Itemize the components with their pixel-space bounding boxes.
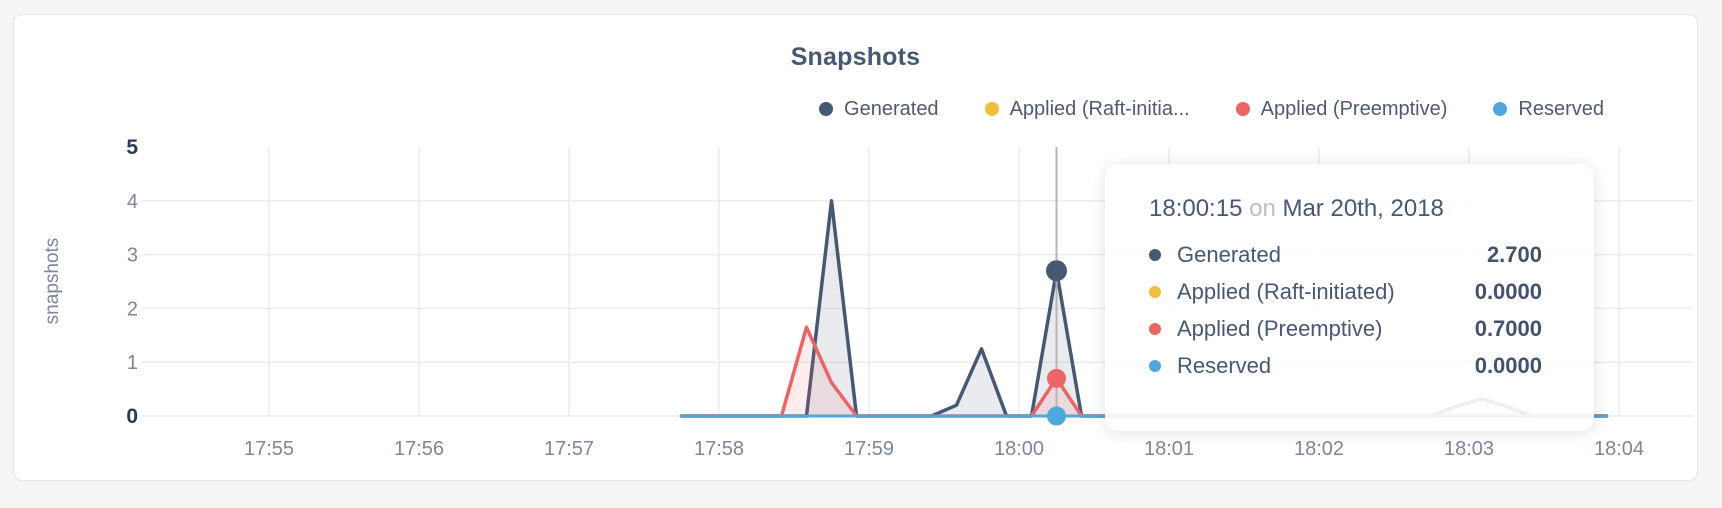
tooltip-series-label: Reserved [1177,353,1272,378]
tooltip-header: 18:00:15 on Mar 20th, 2018 [1149,192,1542,226]
snapshots-chart-panel: Snapshots Generated Applied (Raft-initia.… [13,14,1698,481]
y-axis-tick-label: 2 [127,298,138,320]
y-axis-tick-label: 3 [127,245,138,267]
x-axis-tick-label: 17:56 [394,438,444,460]
tooltip-rows: Generated 2.700 Applied (Raft-initiated) 0.… [1149,240,1542,381]
tooltip-row-generated: Generated 2.700 [1149,240,1542,270]
tooltip-series-label: Applied (Raft-initiated) [1177,279,1395,304]
legend-dot-icon [1235,102,1250,116]
legend-item-applied-raft-initia[interactable]: Applied (Raft-initia... [984,97,1190,121]
legend-item-generated[interactable]: Generated [819,98,939,121]
legend-dot-icon [984,102,999,116]
tooltip-series-dot-icon [1149,286,1161,298]
legend-label: Applied (Preemptive) [1260,97,1448,120]
x-axis-tick-label: 18:03 [1444,438,1494,460]
tooltip-row-applied-preemptive: Applied (Preemptive) 0.7000 [1149,314,1542,344]
highlight-dot-applied-preemptive [1047,368,1066,388]
tooltip-series-value: 0.7000 [1474,316,1542,341]
x-axis-tick-label: 18:04 [1594,438,1644,460]
tooltip-series-label: Applied (Preemptive) [1177,316,1383,341]
tooltip-series-dot-icon [1149,249,1161,261]
tooltip-series-value: 0.0000 [1474,279,1542,304]
legend-dot-icon [819,102,834,116]
legend-label: Applied (Raft-initia... [1009,97,1190,120]
tooltip-row-applied-raft-initiated: Applied (Raft-initiated) 0.0000 [1149,277,1542,307]
chart-title: Snapshots [790,43,921,71]
legend-item-reserved[interactable]: Reserved [1493,98,1604,121]
legend-label: Reserved [1518,97,1604,120]
tooltip-date: Mar 20th, 2018 [1282,195,1444,222]
tooltip-series-value: 2.700 [1486,242,1542,267]
tooltip-conjunction: on [1249,195,1276,222]
highlight-dot-generated [1046,260,1067,282]
x-axis-tick-label: 17:57 [544,438,594,460]
x-axis-tick-label: 18:00 [994,438,1044,460]
legend-label: Generated [844,97,939,120]
tooltip-series-dot-icon [1149,360,1161,372]
chart-tooltip: 18:00:15 on Mar 20th, 2018 Generated 2.70… [1105,164,1594,431]
tooltip-row-reserved: Reserved 0.0000 [1149,351,1542,381]
legend-dot-icon [1493,102,1508,116]
tooltip-series-dot-icon [1149,323,1161,335]
chart-legend: Generated Applied (Raft-initia... Applied … [819,95,1604,123]
legend-item-applied-preemptive[interactable]: Applied (Preemptive) [1235,97,1448,121]
x-axis-tick-label: 18:01 [1144,438,1194,460]
y-axis-tick-label: 5 [126,136,138,159]
x-axis-tick-label: 17:59 [844,438,894,460]
x-axis-tick-label: 18:02 [1294,438,1344,460]
y-axis-title: snapshots [42,238,63,325]
x-axis-tick-label: 17:58 [694,438,744,460]
tooltip-time: 18:00:15 [1149,195,1243,222]
y-axis-tick-label: 1 [127,352,138,374]
highlight-dot-reserved [1047,406,1066,426]
x-axis-tick-label: 17:55 [244,438,294,460]
y-axis-tick-label: 4 [127,191,138,213]
tooltip-series-label: Generated [1177,242,1281,267]
tooltip-series-value: 0.0000 [1474,353,1542,378]
y-axis-tick-label: 0 [126,405,138,428]
